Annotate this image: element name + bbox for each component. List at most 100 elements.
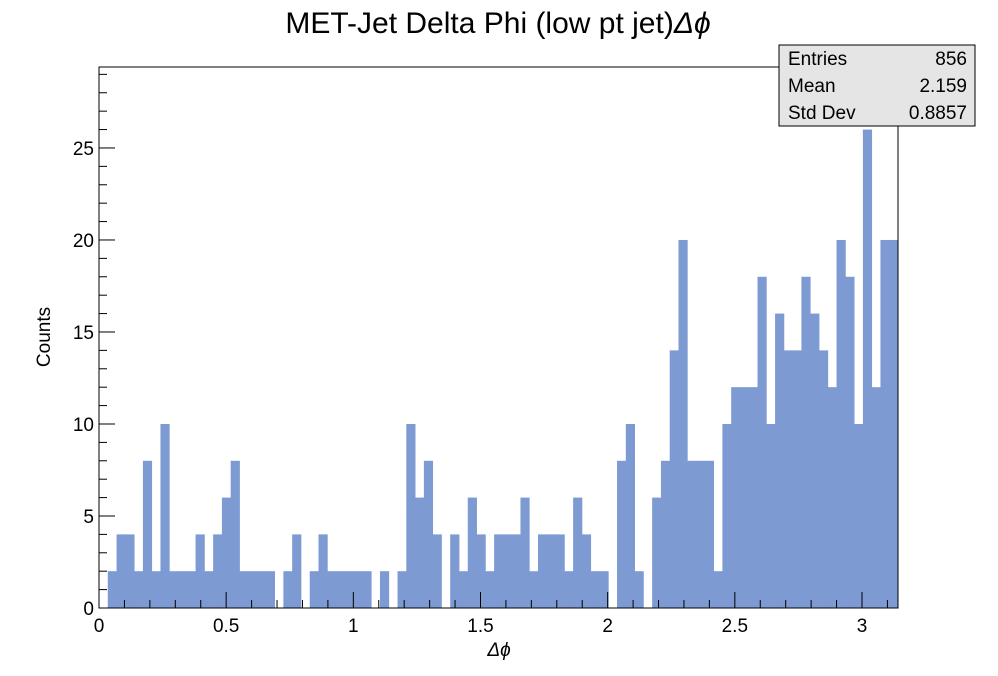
histogram-bar bbox=[160, 423, 170, 608]
histogram-bar bbox=[362, 571, 372, 608]
histogram-bar bbox=[327, 571, 337, 608]
histogram-bar bbox=[564, 571, 574, 608]
histogram-bar bbox=[230, 460, 240, 608]
histogram-bar bbox=[257, 571, 267, 608]
histogram-bar bbox=[880, 239, 890, 608]
histogram-bar bbox=[783, 350, 794, 608]
y-tick-label: 15 bbox=[73, 323, 94, 344]
histogram-bar bbox=[178, 571, 188, 608]
histogram-bar bbox=[827, 387, 837, 608]
histogram-bar bbox=[134, 571, 144, 608]
histogram-bar bbox=[406, 423, 416, 608]
histogram-bar bbox=[678, 239, 688, 608]
histogram-bar bbox=[476, 534, 486, 608]
histogram-bar bbox=[379, 571, 390, 608]
histogram-bar bbox=[336, 571, 346, 608]
histogram-bar bbox=[792, 350, 802, 608]
histogram-bar bbox=[511, 534, 521, 608]
histogram-bar bbox=[415, 497, 425, 608]
histogram-bar bbox=[836, 239, 846, 608]
plot-border bbox=[98, 66, 899, 609]
histogram-bar bbox=[248, 571, 258, 608]
histogram-bar bbox=[195, 534, 205, 608]
x-tick-label: 1.5 bbox=[467, 616, 493, 637]
histogram-bar bbox=[502, 534, 513, 608]
x-tick-label: 0.5 bbox=[213, 616, 239, 637]
histogram-bar bbox=[283, 571, 293, 608]
chart-title-text: MET-Jet Delta Phi (low pt jet) bbox=[285, 7, 673, 40]
y-tick-label: 0 bbox=[83, 599, 94, 620]
x-tick-label: 0 bbox=[94, 616, 105, 637]
histogram-bar bbox=[485, 571, 495, 608]
histogram-bar bbox=[862, 129, 873, 608]
plot-frame bbox=[98, 66, 899, 609]
histogram-bar bbox=[731, 387, 741, 608]
histogram-bar bbox=[423, 460, 434, 608]
histogram-bar bbox=[169, 571, 179, 608]
histogram-bar bbox=[722, 423, 732, 608]
x-axis-label: Δϕ bbox=[486, 640, 510, 661]
stats-value: 856 bbox=[935, 49, 967, 70]
histogram-bar bbox=[529, 571, 539, 608]
histogram-bar bbox=[151, 571, 161, 608]
stats-value: 2.159 bbox=[919, 76, 967, 97]
histogram-bar bbox=[687, 460, 697, 608]
histogram-bar bbox=[617, 460, 627, 608]
chart-title-symbol: Δϕ bbox=[673, 7, 711, 40]
stats-box-background bbox=[778, 44, 976, 127]
histogram-bar bbox=[265, 571, 275, 608]
histogram-bar bbox=[573, 497, 583, 608]
histogram-bar bbox=[652, 497, 662, 608]
histogram-bar bbox=[871, 387, 881, 608]
stats-label: Entries bbox=[788, 49, 847, 70]
histogram-bar bbox=[581, 534, 592, 608]
x-tick-label: 1 bbox=[348, 616, 359, 637]
x-axis: 0 0.5 1 1.5 2 2.5 3 bbox=[94, 592, 888, 637]
y-tick-label: 20 bbox=[73, 231, 94, 252]
y-tick-label: 5 bbox=[83, 507, 94, 528]
stats-box: Entries 856 Mean 2.159 Std Dev 0.8857 bbox=[778, 44, 976, 127]
histogram-bar bbox=[221, 497, 232, 608]
histogram-bar bbox=[546, 534, 556, 608]
histogram-bar bbox=[458, 571, 469, 608]
histogram-bar bbox=[766, 423, 776, 608]
histogram-bar bbox=[704, 460, 715, 608]
histogram-bar bbox=[634, 571, 644, 608]
histogram-bar bbox=[748, 387, 758, 608]
y-axis: 0 5 10 15 20 25 bbox=[73, 73, 115, 620]
histogram-bar bbox=[318, 534, 328, 608]
bars-group bbox=[107, 129, 899, 608]
histogram-bar bbox=[810, 313, 820, 608]
histogram-bar bbox=[125, 534, 135, 608]
histogram-bar bbox=[599, 571, 609, 608]
y-axis-label: Counts bbox=[34, 307, 55, 367]
stats-value: 0.8857 bbox=[909, 103, 967, 124]
histogram-bar bbox=[739, 387, 750, 608]
histogram-bar bbox=[344, 571, 355, 608]
histogram-bar bbox=[116, 534, 126, 608]
y-tick-label: 25 bbox=[73, 139, 94, 160]
histogram-bar bbox=[494, 534, 504, 608]
stats-label: Mean bbox=[788, 76, 836, 97]
histogram-bar bbox=[669, 350, 679, 608]
histogram-bar bbox=[204, 571, 214, 608]
histogram-bar bbox=[801, 276, 811, 608]
histogram-bar bbox=[696, 460, 706, 608]
stats-label: Std Dev bbox=[788, 103, 856, 124]
histogram-bar bbox=[757, 276, 767, 608]
histogram-bar bbox=[467, 497, 477, 608]
histogram-bar bbox=[353, 571, 363, 608]
histogram-bar bbox=[889, 239, 899, 608]
x-tick-label: 2 bbox=[602, 616, 613, 637]
histogram-bar bbox=[213, 534, 223, 608]
x-tick-label: 3 bbox=[857, 616, 868, 637]
histogram-bar bbox=[845, 276, 855, 608]
histogram-bar bbox=[432, 534, 442, 608]
y-tick-label: 10 bbox=[73, 415, 94, 436]
histogram-bar bbox=[142, 460, 153, 608]
x-tick-label: 2.5 bbox=[722, 616, 748, 637]
histogram-bar bbox=[538, 534, 548, 608]
histogram-bar bbox=[660, 460, 671, 608]
histogram-bar bbox=[775, 313, 785, 608]
